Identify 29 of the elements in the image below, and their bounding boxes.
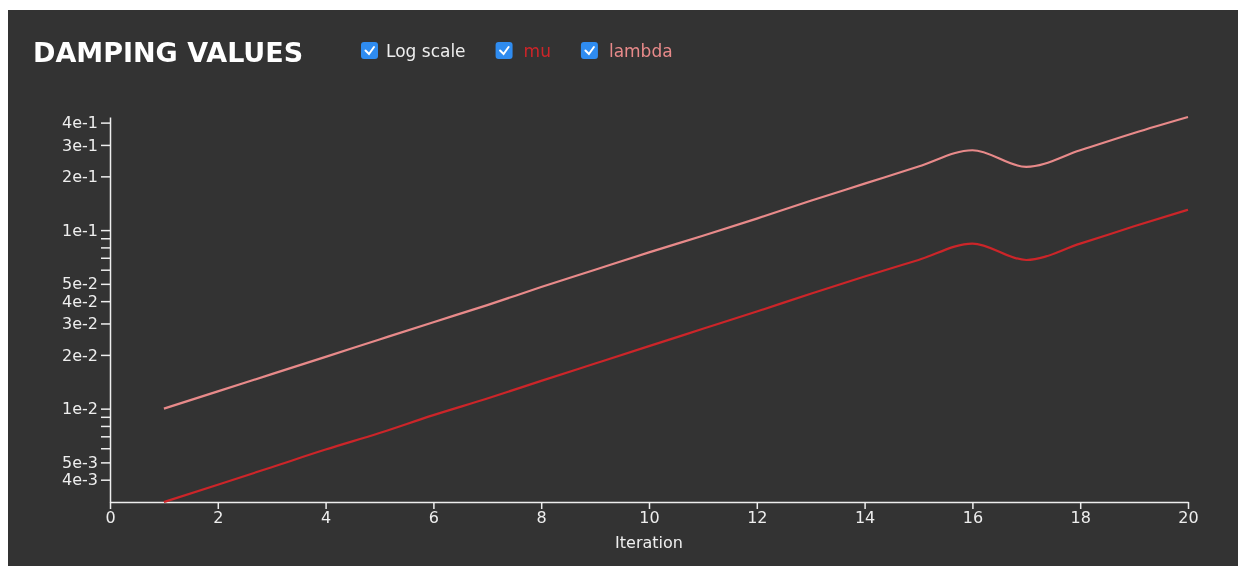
x-tick-label: 12: [747, 508, 768, 528]
y-tick-label: 4e-1: [62, 113, 98, 133]
y-tick-label: 3e-2: [62, 314, 98, 334]
x-tick-label: 6: [428, 508, 439, 528]
y-tick-label: 1e-2: [62, 399, 98, 419]
y-tick-label: 2e-2: [62, 345, 98, 365]
y-tick-label: 5e-3: [62, 453, 98, 473]
chart-title: DAMPING VALUES: [33, 37, 304, 68]
x-axis-title: Iteration: [615, 533, 683, 552]
x-tick-label: 2: [213, 508, 224, 528]
y-tick-label: 4e-2: [62, 291, 98, 311]
x-tick-label: 8: [536, 508, 547, 528]
x-tick-label: 20: [1178, 508, 1199, 528]
text: Log scale: [386, 41, 466, 61]
y-tick-label: 5e-2: [62, 274, 98, 294]
y-tick-label: 4e-3: [62, 470, 98, 490]
x-tick-label: 14: [854, 508, 876, 528]
x-tick-label: 18: [1070, 508, 1091, 528]
y-tick-label: 3e-1: [62, 135, 98, 155]
x-tick-label: 10: [639, 508, 660, 528]
text: mu: [523, 41, 551, 61]
x-tick-label: 0: [105, 508, 116, 528]
text: lambda: [608, 41, 673, 61]
line-series: [162, 115, 1190, 410]
y-tick-label: 2e-1: [62, 166, 98, 186]
x-tick-label: 16: [962, 508, 984, 528]
y-tick-label: 1e-1: [62, 220, 98, 240]
x-tick-label: 4: [321, 508, 332, 528]
line-series: [162, 208, 1190, 504]
